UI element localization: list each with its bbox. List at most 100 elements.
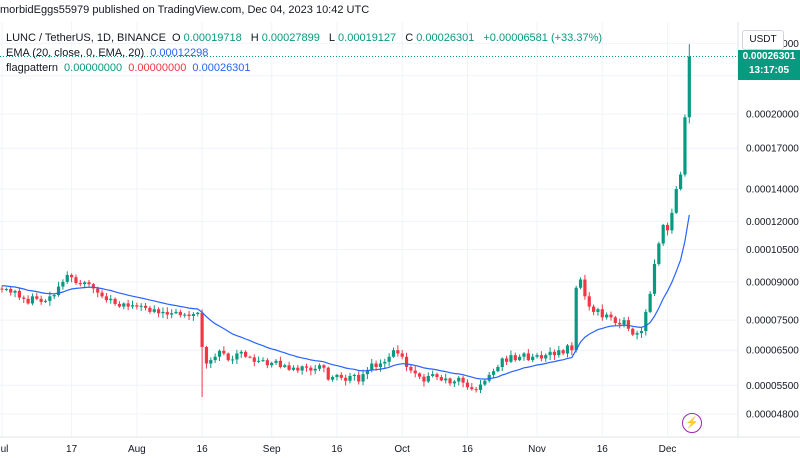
candle-body	[204, 346, 209, 364]
candle-body	[639, 331, 644, 334]
legend-ema-row[interactable]: EMA (20, close, 0, EMA, 20) 0.00012298	[6, 47, 211, 59]
candle-body	[70, 274, 74, 278]
candles	[0, 44, 691, 398]
candle-body	[387, 356, 391, 362]
candle-body	[552, 351, 557, 356]
y-tick-label: 0.00010500	[746, 245, 799, 256]
candle-body	[644, 311, 648, 332]
grid	[0, 22, 738, 437]
candle-body	[265, 360, 269, 366]
x-tick-label: Jul	[0, 444, 8, 455]
candle-body	[661, 224, 665, 244]
candle-body	[561, 350, 565, 354]
candle-body	[652, 263, 657, 294]
candle-body	[570, 345, 574, 351]
candle-body	[344, 377, 348, 381]
flagpattern-value-1: 0.00000000	[64, 62, 123, 74]
candle-body	[235, 353, 239, 360]
ohlc-high: H 0.00027899	[250, 32, 320, 44]
candle-body	[126, 303, 130, 307]
x-tick-label: 16	[462, 444, 474, 455]
legend-flagpattern-row[interactable]: flagpattern 0.00000000 0.00000000 0.0002…	[6, 62, 254, 74]
candle-body	[491, 371, 496, 375]
y-tick-label: 0.00020000	[746, 110, 799, 121]
candle-body	[657, 243, 661, 264]
candle-body	[592, 306, 596, 312]
header: morbidEggs55979 published on TradingView…	[0, 0, 800, 22]
candle-body	[426, 375, 430, 382]
candle-body	[222, 350, 226, 354]
ohlc-open: O 0.00019718	[172, 32, 242, 44]
candle-body	[505, 358, 509, 362]
candle-body	[583, 279, 587, 297]
candle-body	[326, 367, 330, 380]
candle-body	[587, 296, 591, 307]
candle-body	[270, 362, 274, 366]
symbol-label: LUNC / TetherUS, 1D, BINANCE	[6, 32, 166, 44]
candle-body	[391, 350, 396, 357]
candle-body	[117, 303, 122, 307]
price-axis[interactable]: 0.000280000.000240000.000200000.00017000…	[746, 39, 799, 421]
x-tick-label: 16	[331, 444, 343, 455]
flagpattern-value-2: 0.00000000	[128, 62, 187, 74]
x-tick-label: Sep	[263, 444, 281, 455]
candle-body	[39, 298, 43, 302]
candle-body	[300, 366, 304, 371]
candle-body	[113, 298, 117, 304]
candle-body	[522, 353, 526, 357]
candle-body	[152, 309, 156, 312]
candle-body	[339, 374, 343, 378]
candle-body	[196, 312, 200, 315]
candle-body	[287, 365, 291, 370]
candle-body	[609, 314, 613, 318]
candle-body	[65, 274, 69, 282]
candle-body	[518, 356, 522, 361]
candle-body	[122, 303, 126, 307]
candle-body	[96, 288, 100, 293]
lightning-icon[interactable]: ⚡	[682, 413, 702, 433]
candle-body	[157, 309, 161, 314]
x-tick-label: Oct	[394, 444, 410, 455]
candle-body	[261, 360, 265, 362]
price-change: +0.00006581 (+33.37%)	[483, 32, 603, 44]
currency-button[interactable]: USDT	[742, 30, 784, 50]
candle-body	[248, 356, 252, 358]
candle-body	[43, 300, 48, 302]
candle-body	[257, 360, 261, 362]
candle-body	[348, 375, 352, 381]
published-info: morbidEggs55979 published on TradingView…	[0, 4, 370, 16]
candle-body	[187, 314, 191, 316]
candle-body	[178, 311, 182, 316]
candle-body	[418, 373, 422, 377]
time-axis[interactable]: Jul 17 Aug 16 Sep 16 Oct 16 Nov 16 Dec	[0, 444, 676, 455]
candle-body	[461, 377, 465, 383]
candle-body	[544, 355, 548, 359]
candle-body	[370, 363, 374, 370]
candle-body	[87, 282, 91, 285]
candle-body	[252, 357, 256, 362]
candle-body	[496, 367, 500, 372]
candle-body	[100, 292, 104, 297]
candle-body	[396, 350, 400, 354]
y-tick-label: 0.00005500	[746, 381, 799, 392]
candle-body	[317, 365, 322, 369]
candle-body	[535, 355, 539, 357]
candle-body	[631, 328, 635, 335]
candle-body	[457, 377, 461, 382]
last-price-tag: 0.00026301 13:17:05	[738, 49, 800, 80]
candle-body	[83, 282, 87, 285]
candle-body	[578, 279, 583, 288]
candle-body	[513, 355, 517, 361]
candle-body	[483, 380, 487, 385]
candle-body	[435, 374, 439, 378]
candle-body	[35, 296, 39, 299]
candle-body	[448, 378, 452, 384]
ema-line	[1, 214, 690, 380]
candle-body	[4, 288, 8, 290]
candle-body	[679, 174, 683, 190]
candle-body	[183, 314, 187, 316]
x-tick-label: Dec	[659, 444, 677, 455]
candle-body	[383, 361, 387, 364]
candle-body	[278, 360, 282, 368]
